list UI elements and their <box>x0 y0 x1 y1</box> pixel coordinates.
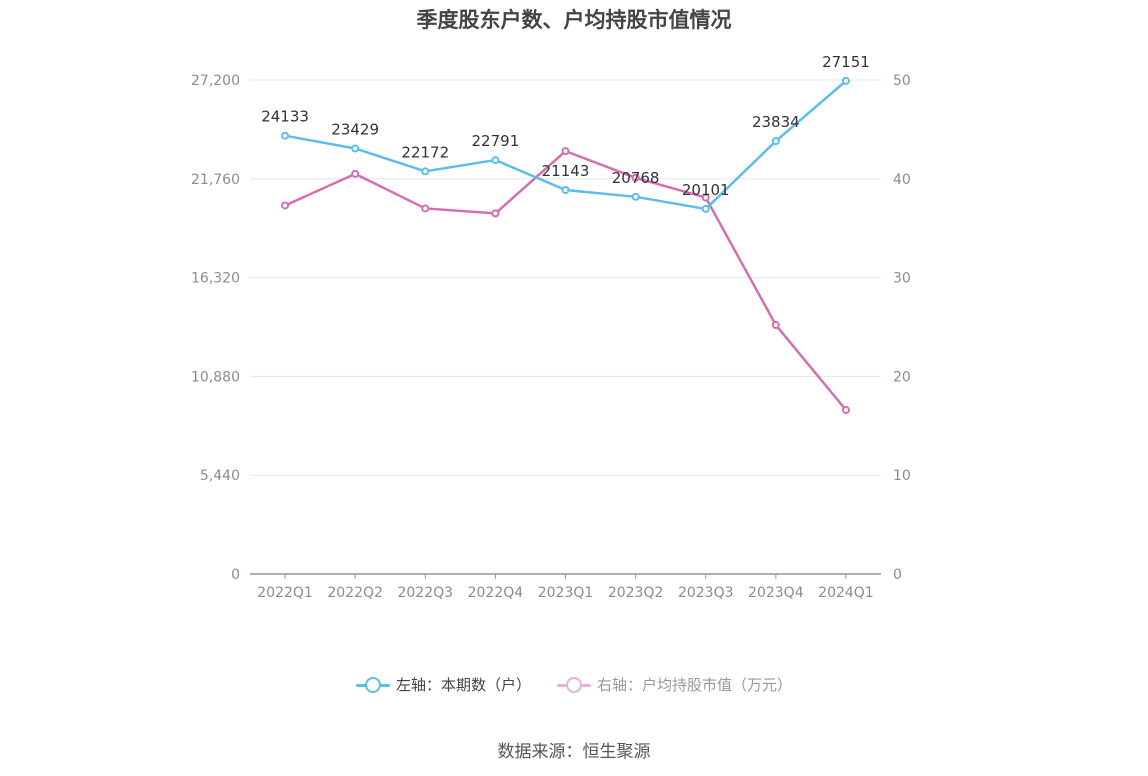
data-point <box>841 76 850 85</box>
legend-label-left-series: 左轴：本期数（户） <box>395 676 531 694</box>
x-axis-tick-label: 2023Q3 <box>678 585 734 601</box>
data-point <box>631 173 640 182</box>
right-axis-tick-label: 50 <box>893 73 911 89</box>
right-axis-tick-label: 0 <box>893 567 902 583</box>
legend: 左轴：本期数（户） 右轴：户均持股市值（万元） <box>0 674 1148 695</box>
data-label: 23429 <box>331 120 379 138</box>
right-axis-tick-label: 10 <box>893 468 911 484</box>
data-point <box>351 144 360 153</box>
data-label: 23834 <box>752 113 800 131</box>
data-label: 27151 <box>822 53 870 71</box>
data-label: 20101 <box>682 181 730 199</box>
data-label: 22172 <box>401 143 449 161</box>
x-axis-tick-label: 2022Q4 <box>468 585 524 601</box>
right-axis-tick-label: 30 <box>893 271 911 287</box>
data-point <box>561 147 570 156</box>
left-axis-tick-label: 27,200 <box>191 73 240 89</box>
data-point <box>771 321 780 330</box>
legend-item-left-series[interactable]: 左轴：本期数（户） <box>355 674 531 695</box>
data-label: 24133 <box>261 108 309 126</box>
x-axis-tick-label: 2024Q1 <box>818 585 874 601</box>
data-point <box>281 201 290 210</box>
legend-item-right-series[interactable]: 右轴：户均持股市值（万元） <box>557 674 792 695</box>
legend-line-marker-icon <box>557 676 591 693</box>
x-axis-tick-label: 2022Q3 <box>397 585 453 601</box>
left-axis-tick-label: 21,760 <box>191 172 240 188</box>
left-axis-tick-label: 16,320 <box>191 271 240 287</box>
data-source-note: 数据来源：恒生聚源 <box>497 742 651 762</box>
data-point <box>351 169 360 178</box>
data-point <box>771 137 780 146</box>
data-point <box>701 204 710 213</box>
legend-label-right-series: 右轴：户均持股市值（万元） <box>597 676 793 694</box>
x-axis-tick-label: 2022Q1 <box>257 585 313 601</box>
data-point <box>491 209 500 218</box>
data-point <box>631 192 640 201</box>
data-label: 22791 <box>472 132 520 150</box>
data-point <box>561 186 570 195</box>
data-point <box>701 193 710 202</box>
x-axis-tick-label: 2023Q2 <box>608 585 664 601</box>
data-point <box>421 204 430 213</box>
data-label: 20768 <box>612 169 660 187</box>
data-point <box>281 131 290 140</box>
left-axis-tick-label: 0 <box>231 567 240 583</box>
right-axis-tick-label: 20 <box>893 369 911 385</box>
x-axis-tick-label: 2022Q2 <box>327 585 383 601</box>
x-axis-tick-label: 2023Q1 <box>538 585 594 601</box>
chart-title: 季度股东户数、户均持股市值情况 <box>416 8 732 32</box>
data-point <box>841 405 850 414</box>
data-point <box>491 156 500 165</box>
legend-line-marker-icon <box>355 676 390 693</box>
left-axis-tick-label: 10,880 <box>191 369 240 385</box>
x-axis-tick-label: 2023Q4 <box>748 585 804 601</box>
left-axis-tick-label: 5,440 <box>200 468 240 484</box>
data-point <box>421 167 430 176</box>
right-axis-tick-label: 40 <box>893 172 911 188</box>
data-label: 21143 <box>542 162 590 180</box>
